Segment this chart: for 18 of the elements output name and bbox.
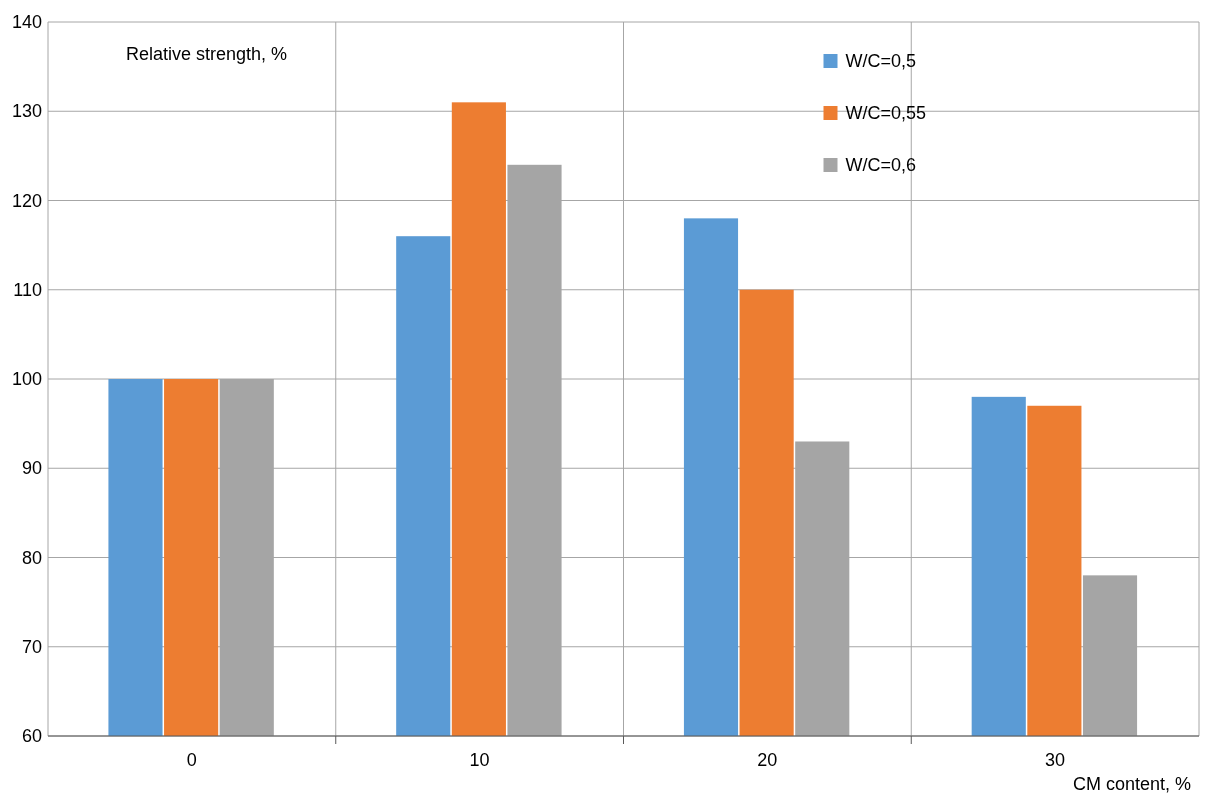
x-tick-label: 30 [1045, 750, 1066, 770]
legend-label: W/C=0,5 [845, 51, 917, 71]
y-axis-title: Relative strength, % [126, 44, 288, 64]
y-tick-label: 140 [11, 12, 42, 32]
x-axis-title: CM content, % [1072, 774, 1191, 794]
legend-label: W/C=0,55 [845, 103, 927, 123]
y-tick-label: 120 [11, 190, 42, 211]
y-tick-label: 130 [11, 101, 42, 122]
legend-label: W/C=0,6 [845, 155, 917, 175]
x-tick-label: 0 [186, 750, 197, 770]
x-tick-label: 20 [757, 750, 778, 770]
y-tick-label: 70 [21, 636, 42, 657]
y-tick-label: 110 [13, 279, 42, 300]
y-tick-label: 100 [11, 369, 42, 389]
x-tick-label: 10 [469, 750, 490, 770]
y-tick-label: 90 [21, 458, 42, 479]
y-tick-label: 80 [21, 547, 42, 568]
y-tick-label: 60 [21, 726, 42, 746]
